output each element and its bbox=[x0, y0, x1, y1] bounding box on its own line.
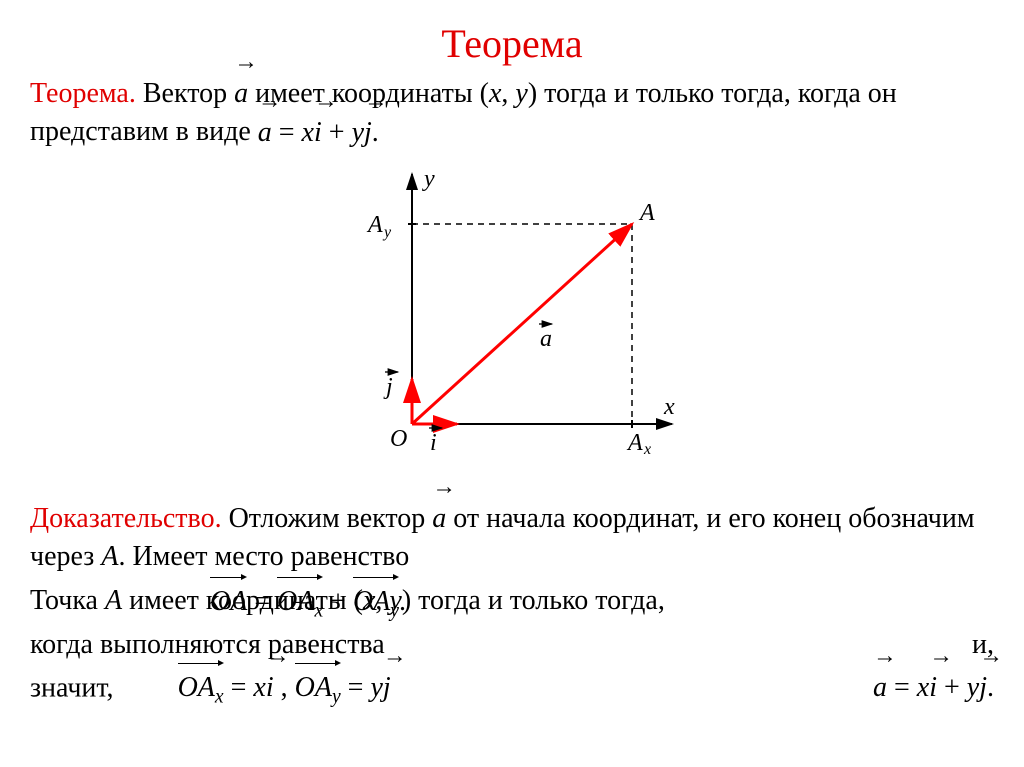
eq-j: →j bbox=[364, 114, 372, 152]
proof-label: Доказательство. bbox=[30, 503, 222, 534]
svg-text:j: j bbox=[383, 374, 393, 400]
pl1c: . Имеет место равенство bbox=[118, 541, 409, 572]
x: x bbox=[489, 78, 501, 109]
fin-a: →a bbox=[873, 669, 887, 707]
proof-line3: когда выполняются равенства и, bbox=[30, 626, 994, 664]
eq-period: . bbox=[372, 117, 379, 148]
svg-text:y: y bbox=[422, 166, 435, 192]
pl4: значит, bbox=[30, 673, 114, 704]
ov-OAy: OAy bbox=[353, 583, 399, 625]
eq-j-letter: j bbox=[364, 117, 372, 148]
fin-x: x bbox=[917, 672, 929, 703]
eq-a: →a bbox=[258, 114, 272, 152]
fin-y: y bbox=[967, 672, 979, 703]
eq2-eq1: = bbox=[224, 672, 254, 703]
eq-i-letter: i bbox=[314, 117, 322, 148]
comma: , bbox=[501, 78, 515, 109]
y: y bbox=[515, 78, 527, 109]
theorem-equation: →a = x→i + y→j. bbox=[258, 114, 379, 152]
eq2-i: →i bbox=[266, 669, 274, 707]
pl2d: ) тогда и только тогда, bbox=[402, 585, 665, 616]
pl1a: Отложим вектор bbox=[222, 503, 433, 534]
eq2-OAy-t: OA bbox=[295, 672, 332, 703]
eq2-y: y bbox=[370, 672, 382, 703]
svg-text:i: i bbox=[430, 430, 437, 456]
fin-eq: = bbox=[887, 672, 917, 703]
pl2a: Точка bbox=[30, 585, 105, 616]
ov-OA: OA bbox=[210, 583, 247, 621]
pvec-a: a bbox=[432, 503, 446, 534]
eq-y: y bbox=[352, 117, 364, 148]
eq-eq: = bbox=[272, 117, 302, 148]
ov-period: . bbox=[399, 586, 406, 617]
eq2-eq2: = bbox=[341, 672, 371, 703]
overlapping-equation: OA = OAx + OAy. bbox=[210, 583, 406, 625]
fin-i: →i bbox=[929, 669, 937, 707]
fin-a-l: a bbox=[873, 672, 887, 703]
svg-text:x: x bbox=[643, 441, 651, 458]
svg-text:A: A bbox=[626, 430, 643, 456]
eq-plus: + bbox=[322, 117, 352, 148]
ov-plus: + bbox=[323, 586, 353, 617]
ov-eq: = bbox=[247, 586, 277, 617]
proof-line1: Доказательство. Отложим вектор →a от нач… bbox=[30, 500, 994, 576]
eq-x: x bbox=[302, 117, 314, 148]
eq2-i-l: i bbox=[266, 672, 274, 703]
fin-j-l: j bbox=[979, 672, 987, 703]
page-title: Теорема bbox=[30, 20, 994, 67]
eq2-OAx-s: x bbox=[215, 687, 224, 708]
svg-text:A: A bbox=[366, 212, 383, 238]
eq2-j-l: j bbox=[383, 672, 391, 703]
ov-OAx-txt: OA bbox=[277, 586, 314, 617]
ov-OAy-txt: OA bbox=[353, 586, 390, 617]
eq-i: →i bbox=[314, 114, 322, 152]
diagram-svg: yxOAAxAyaij bbox=[342, 164, 682, 474]
pA: A bbox=[101, 541, 118, 572]
tx1: Вектор bbox=[136, 78, 234, 109]
eq2-OAx-t: OA bbox=[178, 672, 215, 703]
ov-OA-txt: OA bbox=[210, 586, 247, 617]
eq2-OAx: OAx bbox=[178, 669, 224, 711]
fin-j: →j bbox=[979, 669, 987, 707]
svg-text:a: a bbox=[540, 326, 552, 352]
fin-period: . bbox=[987, 672, 994, 703]
theorem-label: Теорема. bbox=[30, 78, 136, 109]
svg-text:A: A bbox=[638, 200, 655, 226]
eq2-x: x bbox=[253, 672, 265, 703]
pl2A: A bbox=[105, 585, 122, 616]
theorem-paragraph: Теорема. Вектор →a имеет координаты (x, … bbox=[30, 75, 994, 152]
fin-i-l: i bbox=[929, 672, 937, 703]
proof-line4: значит, OAx = x→i , OAy = y→j →a = x→i +… bbox=[30, 669, 994, 711]
eq-a-letter: a bbox=[258, 117, 272, 148]
ov-OAx: OAx bbox=[277, 583, 323, 625]
ov-OAx-sub: x bbox=[314, 601, 323, 622]
final-equation: →a = x→i + y→j. bbox=[873, 669, 994, 707]
vector-a-icon: →a bbox=[234, 75, 248, 113]
eq2-j: →j bbox=[383, 669, 391, 707]
fin-plus: + bbox=[937, 672, 967, 703]
eq-OAx-OAy: OAx = x→i , OAy = y→j bbox=[178, 669, 391, 711]
ov-OAy-sub: y bbox=[390, 601, 399, 622]
vec-a: a bbox=[234, 78, 248, 109]
svg-text:y: y bbox=[382, 224, 392, 241]
svg-text:x: x bbox=[663, 394, 675, 420]
vector-a-icon-2: →a bbox=[432, 500, 446, 538]
vector-diagram: yxOAAxAyaij bbox=[30, 164, 994, 482]
eq2-comma: , bbox=[274, 672, 295, 703]
eq2-OAy: OAy bbox=[295, 669, 341, 711]
eq2-OAy-s: y bbox=[332, 687, 341, 708]
svg-text:O: O bbox=[390, 426, 407, 452]
proof-line2: Точка A имеет координаты (x, y) тогда и … bbox=[30, 582, 994, 620]
